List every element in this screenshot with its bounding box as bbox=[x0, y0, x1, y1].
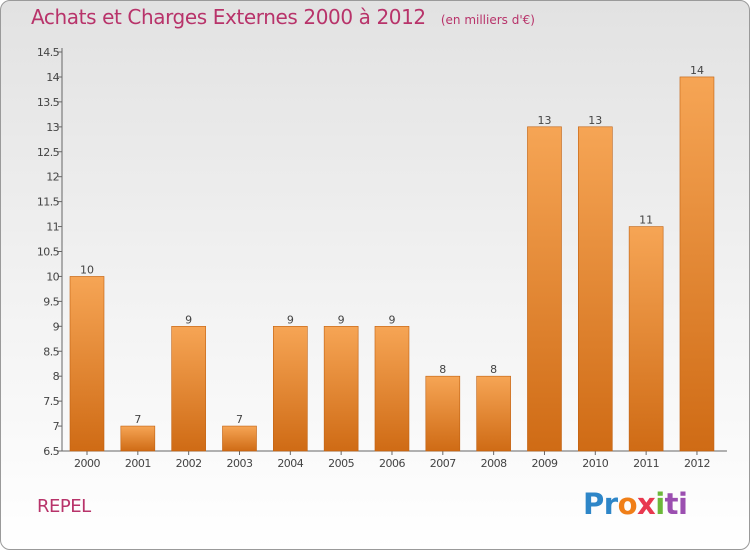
x-tick-label: 2010 bbox=[582, 457, 608, 470]
x-tick-label: 2008 bbox=[481, 457, 507, 470]
bar-value-label: 9 bbox=[338, 313, 345, 326]
brand-part: o bbox=[617, 487, 638, 521]
y-tick-label: 13 bbox=[46, 121, 59, 134]
bar-value-label: 9 bbox=[388, 313, 395, 326]
y-tick-label: 7 bbox=[53, 420, 60, 433]
y-tick-label: 10 bbox=[46, 270, 59, 283]
y-tick-label: 14 bbox=[46, 71, 59, 84]
x-tick-label: 2003 bbox=[226, 457, 252, 470]
x-tick-label: 2009 bbox=[531, 457, 557, 470]
bar-value-label: 7 bbox=[134, 413, 141, 426]
labels: 10 2000 7 2001 9 2002 7 2003 9 2004 9 2005 9 2006 8 200… bbox=[74, 64, 710, 470]
bar-value-label: 13 bbox=[537, 114, 551, 127]
chart-unit: (en milliers d'€) bbox=[440, 13, 535, 27]
y-tick-label: 14.5 bbox=[37, 46, 60, 59]
bar-value-label: 10 bbox=[80, 263, 94, 276]
y-tick-label: 7.5 bbox=[43, 395, 59, 408]
x-tick-label: 2005 bbox=[328, 457, 354, 470]
chart-header: Achats et Charges Externes 2000 à 2012 (… bbox=[31, 5, 535, 29]
x-tick-label: 2012 bbox=[684, 457, 710, 470]
bar-value-label: 9 bbox=[185, 313, 192, 326]
brand-part: Pr bbox=[583, 487, 618, 521]
bar bbox=[527, 126, 562, 452]
x-tick-label: 2004 bbox=[277, 457, 303, 470]
bar bbox=[69, 276, 105, 452]
y-tick-label: 8.5 bbox=[43, 345, 59, 358]
brand-logo: Proxiti bbox=[583, 487, 688, 521]
bar-value-label: 7 bbox=[236, 413, 243, 426]
y-tick-label: 10.5 bbox=[37, 246, 60, 259]
bar-value-label: 14 bbox=[690, 64, 704, 77]
x-tick-label: 2011 bbox=[633, 457, 659, 470]
bar-value-label: 13 bbox=[588, 114, 602, 127]
bar bbox=[171, 326, 206, 452]
bar bbox=[679, 76, 715, 452]
x-tick-label: 2006 bbox=[379, 457, 405, 470]
bar-value-label: 8 bbox=[490, 363, 497, 376]
axes: 6.5 7 7.5 8 8.5 9 9.5 10 10.5 11 11.5 12 12.5 13 13.5 1… bbox=[37, 46, 727, 458]
brand-part: ti bbox=[664, 487, 688, 521]
brand-part: i bbox=[655, 487, 665, 521]
chart-title: Achats et Charges Externes 2000 à 2012 bbox=[31, 5, 426, 29]
y-tick-label: 13.5 bbox=[37, 96, 60, 109]
x-tick-label: 2002 bbox=[176, 457, 202, 470]
bar bbox=[374, 326, 410, 452]
y-tick-label: 9.5 bbox=[43, 295, 59, 308]
x-tick-label: 2000 bbox=[74, 457, 100, 470]
y-tick-label: 12 bbox=[46, 171, 59, 184]
brand-part: x bbox=[637, 487, 656, 521]
bar bbox=[120, 425, 156, 452]
x-tick-label: 2007 bbox=[430, 457, 456, 470]
bar bbox=[577, 126, 613, 452]
y-tick-label: 11 bbox=[46, 221, 59, 234]
bar bbox=[222, 425, 257, 452]
bar bbox=[323, 326, 359, 452]
y-tick-label: 12.5 bbox=[37, 146, 60, 159]
bar bbox=[425, 375, 461, 452]
y-tick-label: 8 bbox=[53, 370, 60, 383]
y-tick-label: 11.5 bbox=[37, 196, 60, 209]
x-tick-label: 2001 bbox=[125, 457, 151, 470]
bar bbox=[476, 375, 511, 452]
place-label: REPEL bbox=[37, 496, 91, 517]
y-tick-label: 6.5 bbox=[43, 445, 59, 458]
bar bbox=[628, 226, 664, 452]
bar-value-label: 9 bbox=[287, 313, 294, 326]
bar-value-label: 8 bbox=[439, 363, 446, 376]
y-tick-label: 9 bbox=[53, 320, 60, 333]
bar-value-label: 11 bbox=[639, 214, 653, 227]
bars bbox=[69, 76, 715, 452]
bar bbox=[273, 326, 308, 452]
